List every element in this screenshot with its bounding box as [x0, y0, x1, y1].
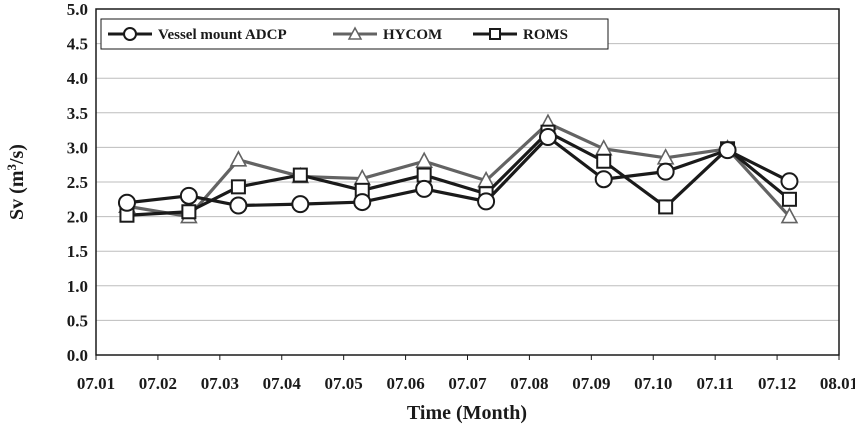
data-point-hycom [229, 150, 248, 167]
y-tick-label: 4.5 [67, 35, 88, 54]
data-point-vessel-mount-adcp [594, 170, 613, 189]
data-point-vessel-mount-adcp [538, 128, 557, 147]
y-tick-label: 4.0 [67, 69, 88, 88]
series-roms [119, 124, 797, 223]
y-axis-title-suffix: /s) [6, 144, 28, 165]
data-point-roms [658, 199, 674, 215]
data-point-vessel-mount-adcp [718, 141, 737, 160]
y-tick-label: 3.0 [67, 138, 88, 157]
gridlines [96, 43, 839, 321]
y-tick-label: 0.0 [67, 346, 88, 365]
data-point-roms [781, 191, 797, 207]
data-point-roms [292, 167, 308, 183]
legend-label: ROMS [523, 27, 568, 43]
data-point-roms [230, 179, 246, 195]
series-line-roms [126, 130, 791, 217]
x-tick-label: 07.10 [634, 374, 672, 393]
legend-item-hycom: HYCOM [333, 26, 442, 43]
y-tick-label: 2.0 [67, 208, 88, 227]
legend-marker [489, 28, 501, 40]
y-axis-title: Sv (m3/s) [4, 144, 28, 220]
data-point-hycom [415, 151, 433, 169]
legend-items: Vessel mount ADCP HYCOM ROMS [108, 26, 568, 43]
x-tick-label: 07.02 [139, 374, 177, 393]
data-point-roms [596, 153, 612, 169]
y-tick-label: 3.5 [67, 104, 88, 123]
data-point-roms [416, 167, 432, 183]
x-tick-label: 07.07 [448, 374, 487, 393]
y-axis-title-prefix: Sv (m [6, 170, 28, 220]
data-point-vessel-mount-adcp [353, 193, 372, 212]
x-tick-label: 08.01 [820, 374, 855, 393]
x-tick-label: 07.08 [510, 374, 548, 393]
x-tick-label: 07.11 [697, 374, 734, 393]
y-tick-label: 5.0 [67, 0, 88, 19]
x-axis-ticks: 07.01 07.02 07.03 07.04 07.05 07.06 07.07 07.08… [77, 355, 855, 393]
legend-marker [123, 27, 137, 41]
legend-item-vessel-mount-adcp: Vessel mount ADCP [108, 27, 287, 43]
legend-item-roms: ROMS [473, 27, 568, 43]
data-point-vessel-mount-adcp [179, 186, 198, 205]
series-layer [117, 113, 799, 224]
y-tick-label: 1.5 [67, 242, 88, 261]
data-point-vessel-mount-adcp [415, 179, 434, 198]
data-point-vessel-mount-adcp [477, 192, 496, 211]
data-point-vessel-mount-adcp [780, 172, 799, 191]
x-tick-label: 07.01 [77, 374, 115, 393]
data-point-vessel-mount-adcp [229, 196, 248, 215]
data-point-vessel-mount-adcp [656, 162, 675, 181]
data-point-vessel-mount-adcp [291, 195, 310, 214]
series-vessel-mount-adcp [117, 128, 799, 215]
x-tick-label: 07.05 [325, 374, 363, 393]
y-tick-label: 1.0 [67, 277, 88, 296]
y-tick-label: 2.5 [67, 173, 88, 192]
series-line-hycom [126, 121, 791, 219]
y-axis-ticks: 0.0 0.5 1.0 1.5 2.0 2.5 3.0 3.5 4.0 4.5 5.0 [67, 0, 88, 365]
series-hycom [118, 113, 799, 224]
data-point-roms [181, 204, 197, 220]
x-tick-label: 07.06 [386, 374, 424, 393]
x-tick-label: 07.03 [201, 374, 239, 393]
legend-marker [347, 26, 363, 40]
legend: Vessel mount ADCP HYCOM ROMS [100, 18, 609, 50]
x-tick-label: 07.12 [758, 374, 796, 393]
legend-label: HYCOM [383, 27, 442, 43]
y-tick-label: 0.5 [67, 311, 88, 330]
x-tick-label: 07.09 [572, 374, 610, 393]
data-point-hycom [780, 206, 799, 224]
x-tick-label: 07.04 [263, 374, 302, 393]
y-axis-title-superscript: 3 [4, 164, 19, 171]
x-axis-title: Time (Month) [407, 402, 527, 424]
data-point-vessel-mount-adcp [117, 193, 136, 212]
legend-label: Vessel mount ADCP [158, 27, 287, 43]
